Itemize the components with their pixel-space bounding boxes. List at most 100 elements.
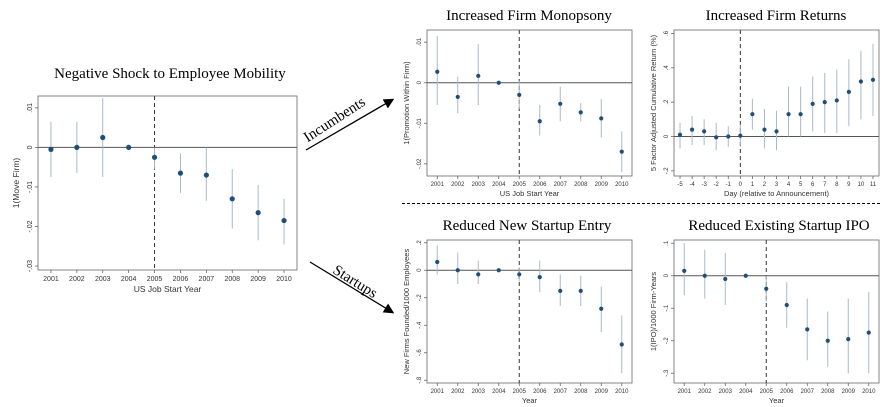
y-tick-label: -.01 — [27, 181, 34, 193]
y-tick-label: -.01 — [417, 117, 423, 128]
x-tick-label: 2009 — [250, 276, 266, 283]
x-tick-label: 2010 — [615, 389, 629, 395]
y-axis-label: 5 Factor Adjusted Cumulative Return (%) — [649, 34, 658, 171]
data-point — [726, 134, 731, 139]
data-point — [774, 129, 779, 134]
x-tick-label: 2002 — [698, 389, 712, 395]
x-tick-label: 2005 — [513, 182, 527, 188]
x-tick-label: 2002 — [451, 182, 465, 188]
x-tick-label: 2003 — [95, 276, 111, 283]
x-tick-label: 2005 — [513, 389, 527, 395]
data-point — [870, 77, 876, 82]
x-tick-label: 2001 — [431, 389, 445, 395]
y-tick-label: .01 — [417, 37, 423, 46]
x-tick-label: 2003 — [719, 389, 733, 395]
x-tick-label: 2001 — [431, 182, 445, 188]
x-tick-label: 2006 — [533, 182, 547, 188]
x-tick-label: 11 — [870, 182, 877, 188]
chart-title-returns: Increased Firm Returns — [705, 8, 847, 24]
x-tick-label: 2007 — [199, 276, 215, 283]
x-tick-label: 2003 — [472, 182, 486, 188]
y-axis-label: New Firms Founded/1000 Employees — [402, 249, 411, 375]
data-point — [203, 172, 209, 178]
x-tick-label: 2005 — [760, 389, 774, 395]
data-point — [619, 342, 624, 347]
x-tick-label: 2008 — [821, 389, 835, 395]
x-tick-label: 2009 — [595, 389, 609, 395]
y-tick-label: -.2 — [664, 167, 670, 175]
y-tick-label: .01 — [27, 103, 34, 113]
data-point — [846, 337, 851, 342]
data-point — [825, 338, 830, 343]
data-point — [784, 302, 789, 308]
data-point — [750, 112, 755, 117]
data-point — [858, 79, 864, 84]
chart-returns: .6 .4 .2 0 -.2 -5 -4 -3 -2 -1 0 1 2 3 4 5 6 7 8 9 10 11 Day (r… — [649, 29, 880, 198]
y-tick-label: .1 — [664, 240, 670, 246]
data-point — [558, 288, 563, 293]
data-point — [689, 127, 695, 132]
data-point — [743, 273, 748, 278]
x-tick-label: 3 — [775, 182, 779, 188]
y-tick-label: 0 — [664, 273, 670, 277]
x-tick-label: 2007 — [801, 389, 815, 395]
data-point — [281, 217, 287, 224]
x-tick-label: 10 — [858, 182, 865, 188]
x-tick-label: 2004 — [492, 182, 506, 188]
data-point — [496, 268, 501, 273]
data-point — [798, 112, 803, 117]
data-point — [677, 132, 683, 137]
x-tick-label: -2 — [714, 182, 720, 188]
data-point — [537, 275, 542, 280]
data-point — [517, 272, 522, 277]
y-tick-label: -.02 — [417, 158, 423, 169]
data-point — [100, 134, 106, 141]
x-tick-label: -1 — [726, 182, 732, 188]
data-point — [786, 112, 791, 117]
x-tick-label: 4 — [787, 182, 791, 188]
x-tick-label: 2010 — [615, 182, 629, 188]
chart-mobility: .01 0 -.01 -.02 -.03 2001 2002 2003 2004 2005 2006… — [11, 95, 298, 294]
chart-title-mobility: Negative Shock to Employee Mobility — [54, 66, 286, 82]
plot-frame — [673, 29, 880, 177]
x-tick-label: 2008 — [574, 389, 588, 395]
x-tick-label: 2010 — [862, 389, 876, 395]
y-tick-label: 0 — [664, 134, 670, 138]
y-tick-label: -.02 — [27, 220, 34, 232]
y-tick-label: .6 — [664, 30, 670, 36]
data-point — [846, 89, 851, 94]
data-point — [822, 100, 827, 105]
data-point — [578, 110, 583, 115]
data-point — [476, 272, 481, 277]
x-tick-label: 2002 — [451, 389, 465, 395]
data-point — [126, 144, 132, 151]
x-tick-label: 2001 — [678, 389, 692, 395]
x-tick-label: 7 — [823, 182, 827, 188]
data-point — [578, 288, 583, 293]
y-axis-label: 1(Move Firm) — [11, 158, 21, 209]
data-point — [537, 119, 542, 124]
data-point — [834, 98, 839, 103]
x-tick-label: 2010 — [276, 276, 292, 283]
x-tick-label: 2007 — [554, 182, 568, 188]
x-tick-label: 2006 — [173, 276, 189, 283]
data-point — [762, 127, 767, 132]
x-tick-label: 2009 — [595, 182, 609, 188]
y-tick-label: -.1 — [664, 304, 670, 312]
x-tick-label: 2008 — [224, 276, 240, 283]
data-point — [723, 276, 728, 282]
x-tick-label: 8 — [835, 182, 839, 188]
y-tick-label: -.8 — [417, 376, 423, 384]
data-point — [805, 327, 810, 332]
x-tick-label: 2004 — [121, 276, 137, 283]
x-tick-label: 2008 — [574, 182, 588, 188]
data-point — [702, 273, 707, 278]
x-tick-label: 5 — [799, 182, 803, 188]
x-tick-label: -4 — [689, 182, 695, 188]
y-tick-label: -.2 — [664, 337, 670, 345]
x-tick-label: 2004 — [492, 389, 506, 395]
x-tick-label: 6 — [811, 182, 815, 188]
data-point — [517, 92, 522, 97]
x-tick-label: 2005 — [147, 276, 163, 283]
